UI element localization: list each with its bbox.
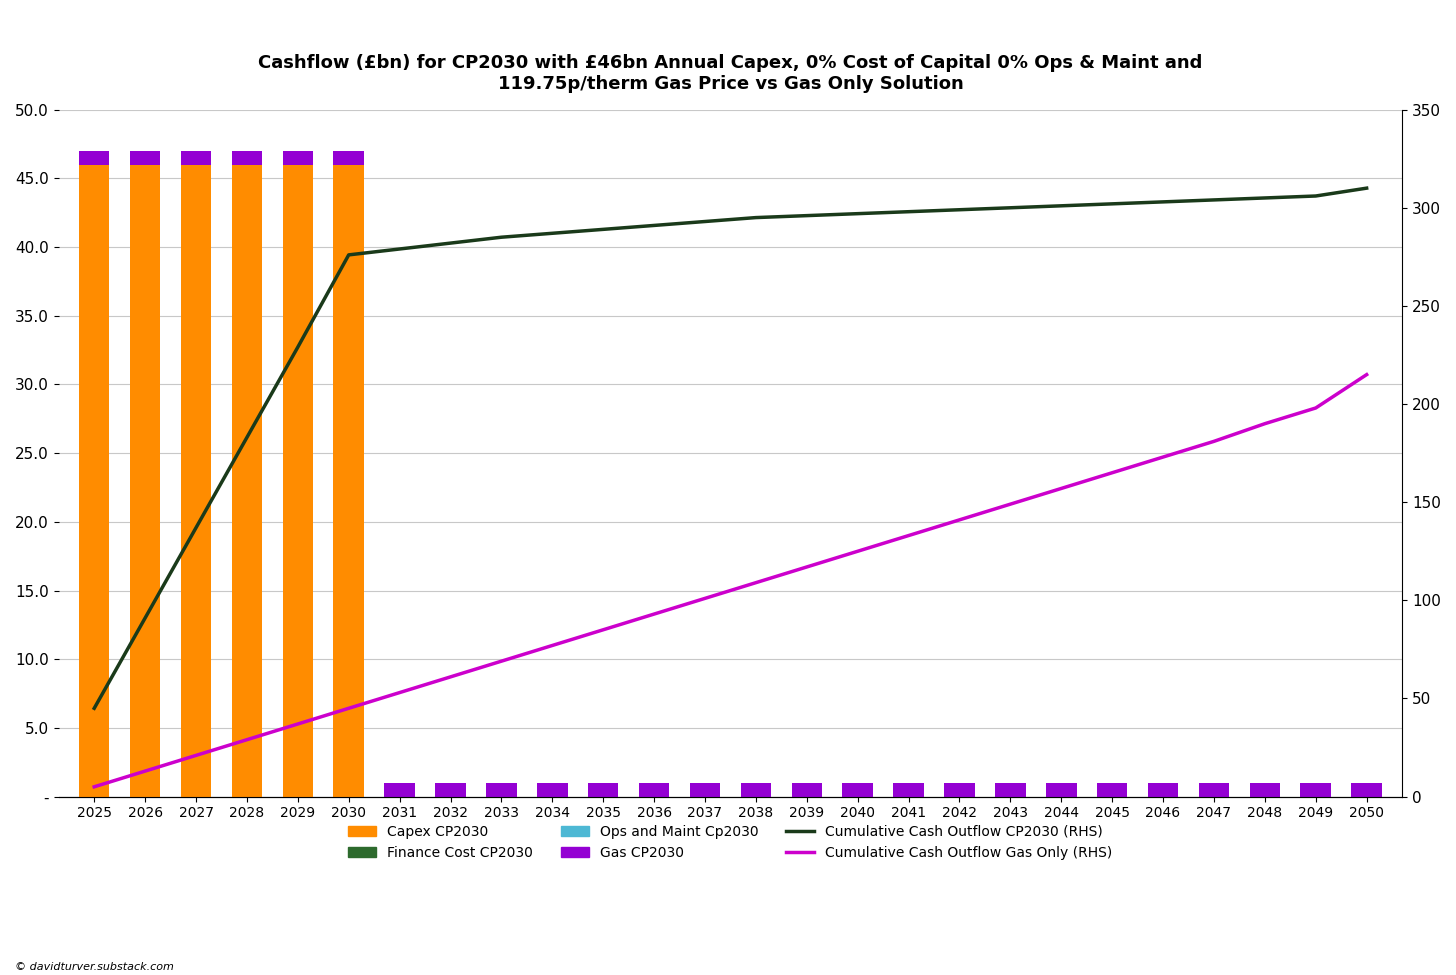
- Bar: [537, 783, 568, 797]
- Legend: Capex CP2030, Finance Cost CP2030, Ops and Maint Cp2030, Gas CP2030, Cumulative : Capex CP2030, Finance Cost CP2030, Ops a…: [344, 819, 1118, 865]
- Bar: [435, 783, 466, 797]
- Bar: [384, 783, 415, 797]
- Bar: [130, 165, 160, 797]
- Title: Cashflow (£bn) for CP2030 with £46bn Annual Capex, 0% Cost of Capital 0% Ops & M: Cashflow (£bn) for CP2030 with £46bn Ann…: [258, 54, 1203, 93]
- Bar: [181, 151, 211, 165]
- Bar: [79, 151, 109, 165]
- Bar: [994, 783, 1025, 797]
- Bar: [1249, 783, 1280, 797]
- Bar: [1045, 783, 1076, 797]
- Bar: [79, 165, 109, 797]
- Bar: [741, 783, 772, 797]
- Bar: [943, 783, 974, 797]
- Bar: [232, 165, 262, 797]
- Bar: [333, 151, 364, 165]
- Bar: [1096, 783, 1127, 797]
- Bar: [1198, 783, 1229, 797]
- Bar: [1147, 783, 1178, 797]
- Bar: [894, 783, 925, 797]
- Bar: [792, 783, 823, 797]
- Bar: [282, 151, 313, 165]
- Bar: [639, 783, 670, 797]
- Bar: [690, 783, 721, 797]
- Bar: [1351, 783, 1382, 797]
- Bar: [232, 151, 262, 165]
- Bar: [1300, 783, 1331, 797]
- Text: © davidturver.substack.com: © davidturver.substack.com: [15, 962, 173, 972]
- Bar: [486, 783, 517, 797]
- Bar: [282, 165, 313, 797]
- Bar: [130, 151, 160, 165]
- Bar: [843, 783, 874, 797]
- Bar: [588, 783, 619, 797]
- Bar: [333, 165, 364, 797]
- Bar: [181, 165, 211, 797]
